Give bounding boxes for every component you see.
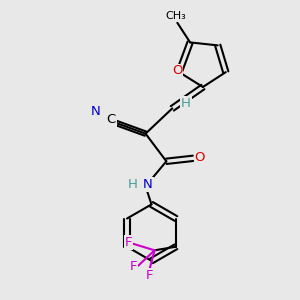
Text: O: O [172,64,182,77]
Text: O: O [195,151,205,164]
Text: CH₃: CH₃ [166,11,186,21]
Text: F: F [124,236,132,249]
Text: H: H [128,178,138,191]
Text: F: F [130,260,137,274]
Text: N: N [91,106,101,118]
Text: H: H [181,97,190,110]
Text: N: N [143,178,153,191]
Text: C: C [107,113,116,126]
Text: F: F [146,269,153,282]
